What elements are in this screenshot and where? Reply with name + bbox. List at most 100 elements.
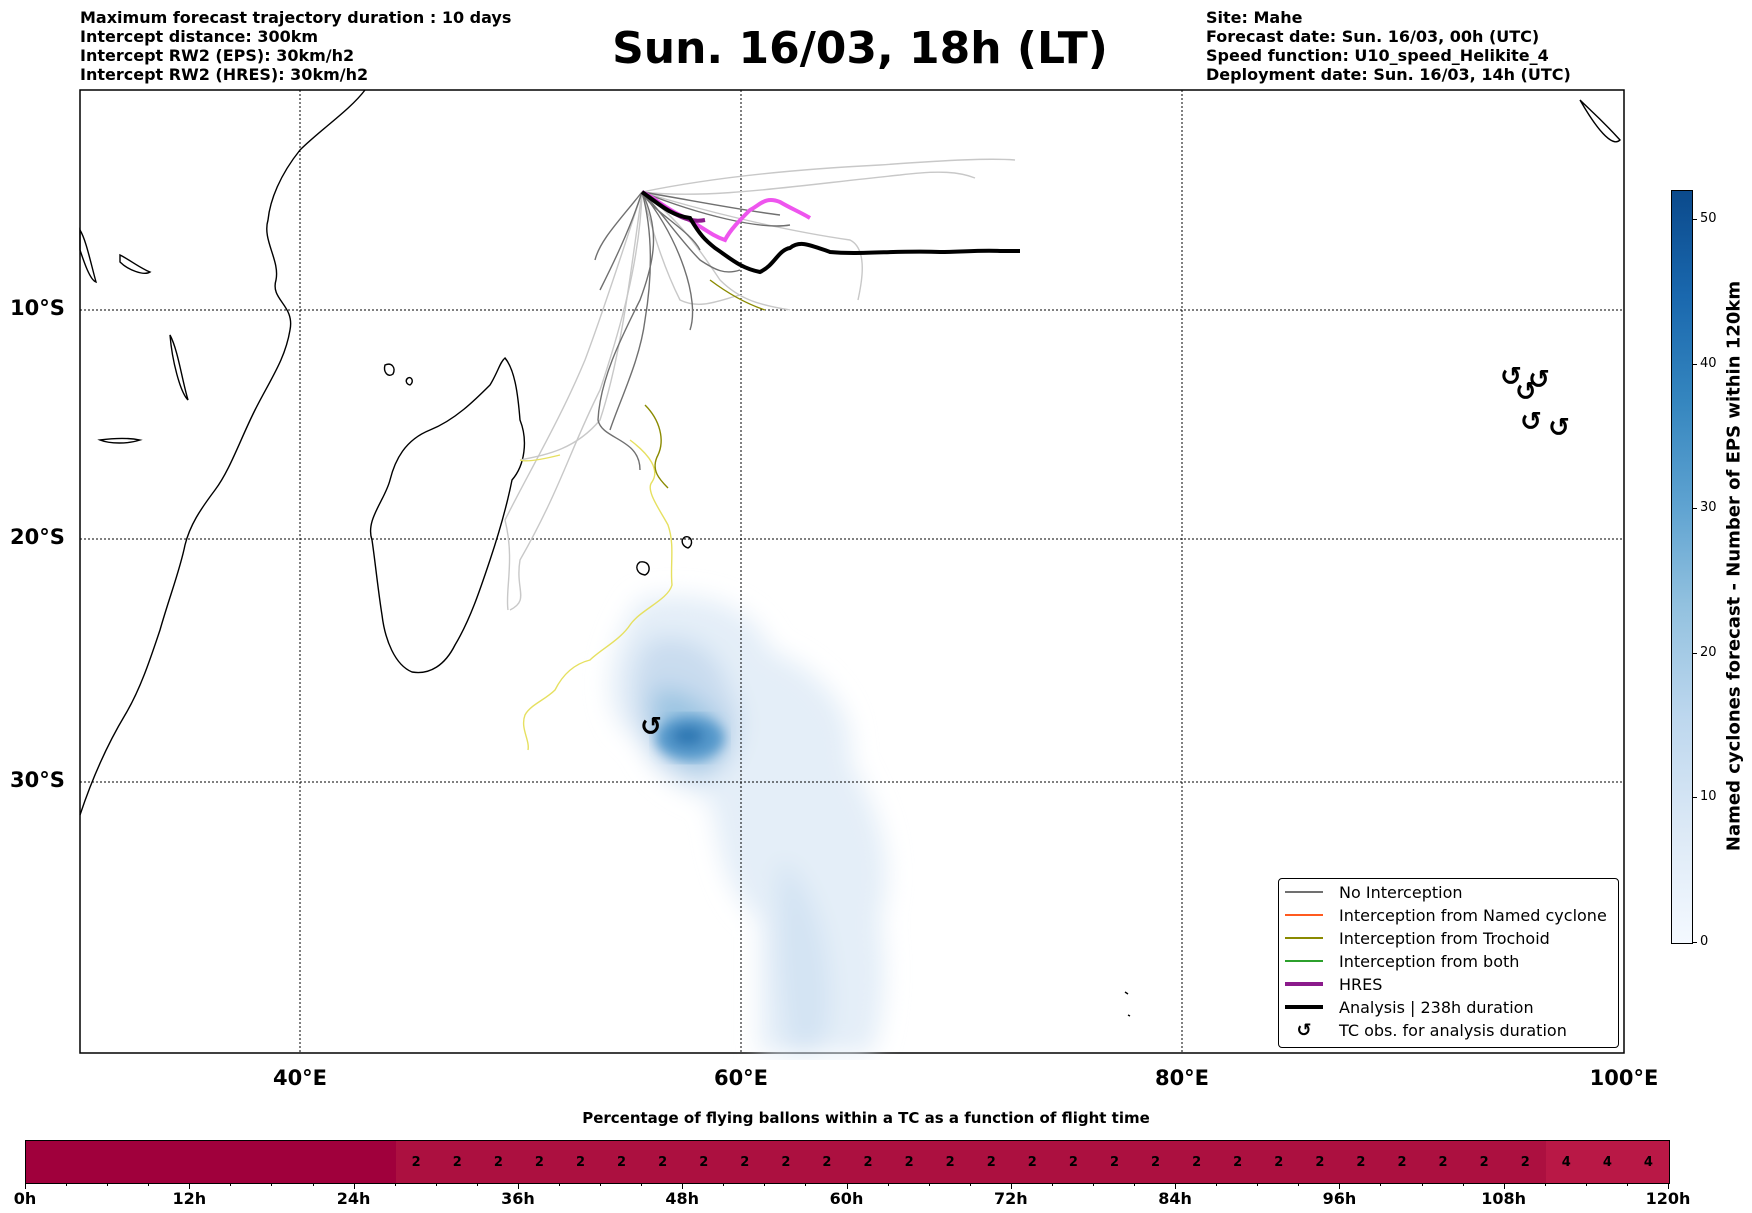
timebar-tick bbox=[558, 1183, 560, 1186]
legend-swatch bbox=[1285, 1005, 1323, 1009]
timebar-tick bbox=[928, 1183, 930, 1186]
colorbar-tick-label: 30 bbox=[1700, 500, 1717, 516]
timebar-cell-label: 2 bbox=[1520, 1154, 1530, 1170]
timebar-title: Percentage of flying ballons within a TC… bbox=[582, 1109, 1150, 1127]
timebar-tick-label: 96h bbox=[1322, 1189, 1357, 1208]
timebar-cell-label: 2 bbox=[1192, 1154, 1202, 1170]
tc-obs-icon: ↺ bbox=[1296, 1019, 1312, 1041]
timebar-cell-label: 2 bbox=[1151, 1154, 1161, 1170]
tc-obs-icon: ↺ bbox=[1528, 365, 1550, 395]
timebar-tick bbox=[600, 1183, 602, 1186]
timebar-tick-label: 0h bbox=[13, 1189, 37, 1208]
lat-label-10s: 10°S bbox=[10, 296, 65, 320]
timebar-cell-label: 4 bbox=[1561, 1154, 1571, 1170]
timebar-cell-label: 2 bbox=[1397, 1154, 1407, 1170]
colorbar-tick-label: 20 bbox=[1700, 644, 1717, 660]
timebar-tick bbox=[1010, 1183, 1012, 1189]
timebar-tick bbox=[887, 1183, 889, 1186]
tc-obs-icon: ↺ bbox=[1500, 362, 1522, 392]
legend-label: Interception from both bbox=[1339, 951, 1520, 971]
legend-swatch bbox=[1285, 914, 1323, 916]
eps-trajectories-light bbox=[504, 158, 1016, 611]
timebar-tick bbox=[148, 1183, 150, 1186]
timebar-tick bbox=[25, 1183, 26, 1189]
legend-label: TC obs. for analysis duration bbox=[1339, 1020, 1567, 1040]
timebar-cell-label: 2 bbox=[493, 1154, 503, 1170]
forecast-date: Forecast date: Sun. 16/03, 00h (UTC) bbox=[1206, 27, 1540, 46]
timebar-cell-label: 2 bbox=[1233, 1154, 1243, 1170]
legend-item-analysis: Analysis | 238h duration bbox=[1285, 996, 1534, 1018]
timebar-tick bbox=[1668, 1183, 1669, 1189]
timebar-cell-label: 4 bbox=[1602, 1154, 1612, 1170]
legend-label: Interception from Trochoid bbox=[1339, 928, 1550, 948]
timebar-segment bbox=[1545, 1141, 1669, 1183]
map-legend: No Interception Interception from Named … bbox=[1278, 878, 1619, 1048]
tc-obs-symbols: ↺ ↺ ↺ ↺ ↺ ↺ bbox=[640, 362, 1570, 742]
timebar-tick bbox=[1216, 1183, 1218, 1186]
legend-swatch bbox=[1285, 982, 1323, 986]
timebar-tick bbox=[476, 1183, 478, 1186]
colorbar-tick bbox=[1692, 218, 1697, 220]
trochoid-trajectories bbox=[519, 279, 766, 751]
timebar-cell-label: 2 bbox=[699, 1154, 709, 1170]
timebar-segment bbox=[26, 1141, 396, 1183]
colorbar-tick-label: 10 bbox=[1700, 789, 1717, 805]
timebar-cell-label: 2 bbox=[1479, 1154, 1489, 1170]
timebar-tick bbox=[312, 1183, 314, 1186]
timebar-tick bbox=[517, 1183, 519, 1189]
timebar-cell-label: 2 bbox=[452, 1154, 462, 1170]
timebar-cell-label: 2 bbox=[1356, 1154, 1366, 1170]
timebar-cell-label: 2 bbox=[534, 1154, 544, 1170]
timebar-tick-label: 84h bbox=[1158, 1189, 1192, 1208]
legend-item-tc-obs: ↺ TC obs. for analysis duration bbox=[1285, 1019, 1567, 1041]
timebar-tick-label: 72h bbox=[993, 1189, 1028, 1208]
timebar-tick bbox=[107, 1183, 109, 1186]
timebar-tick bbox=[1298, 1183, 1300, 1186]
timebar-tick-label: 120h bbox=[1645, 1189, 1691, 1208]
tc-obs-icon: ↺ bbox=[1515, 377, 1537, 407]
timebar-tick bbox=[764, 1183, 766, 1186]
tc-obs-icon: ↺ bbox=[1520, 407, 1542, 437]
timebar-tick bbox=[1421, 1183, 1423, 1186]
legend-item-both: Interception from both bbox=[1285, 950, 1519, 972]
speed-function: Speed function: U10_speed_Helikite_4 bbox=[1206, 46, 1549, 65]
legend-item-no-interception: No Interception bbox=[1285, 881, 1463, 903]
coastlines bbox=[79, 89, 1621, 1017]
timebar-tick-label: 48h bbox=[665, 1189, 700, 1208]
timebar-cell-label: 2 bbox=[411, 1154, 421, 1170]
timebar-tick-label: 12h bbox=[172, 1189, 207, 1208]
header-line-2: Intercept distance: 300km bbox=[80, 27, 319, 46]
timebar-cell-label: 2 bbox=[945, 1154, 955, 1170]
timebar-tick bbox=[641, 1183, 643, 1186]
timebar-cell-label: 2 bbox=[617, 1154, 627, 1170]
timebar-cell-label: 2 bbox=[658, 1154, 668, 1170]
timebar-tick bbox=[1092, 1183, 1094, 1186]
legend-swatch bbox=[1285, 891, 1323, 893]
lon-label-60e: 60°E bbox=[713, 1066, 769, 1090]
colorbar-tick bbox=[1692, 652, 1697, 654]
timebar-cell-label: 2 bbox=[1438, 1154, 1448, 1170]
timebar-tick bbox=[1544, 1183, 1546, 1186]
timebar-tick bbox=[189, 1183, 191, 1189]
lon-label-80e: 80°E bbox=[1154, 1066, 1210, 1090]
legend-label: No Interception bbox=[1339, 882, 1463, 902]
eps-trajectories-gray bbox=[594, 191, 791, 471]
timebar-tick bbox=[846, 1183, 848, 1189]
timebar-cell-label: 4 bbox=[1643, 1154, 1653, 1170]
colorbar-tick-label: 40 bbox=[1700, 355, 1717, 371]
timebar-tick bbox=[1175, 1183, 1177, 1189]
lon-label-100e: 100°E bbox=[1589, 1066, 1659, 1090]
analysis-track bbox=[640, 190, 1020, 275]
colorbar bbox=[1671, 190, 1693, 944]
timebar-cell-label: 2 bbox=[575, 1154, 586, 1170]
legend-swatch bbox=[1285, 937, 1323, 939]
timebar-cell-label: 2 bbox=[904, 1154, 914, 1170]
lon-label-40e: 40°E bbox=[272, 1066, 328, 1090]
timebar-tick bbox=[1503, 1183, 1505, 1189]
colorbar-tick bbox=[1692, 363, 1697, 365]
timebar-tick bbox=[66, 1183, 68, 1186]
colorbar-tick bbox=[1692, 797, 1697, 799]
timebar-cell-label: 2 bbox=[1068, 1154, 1078, 1170]
timebar-cell-label: 2 bbox=[1274, 1154, 1284, 1170]
colorbar-tick bbox=[1692, 942, 1697, 943]
